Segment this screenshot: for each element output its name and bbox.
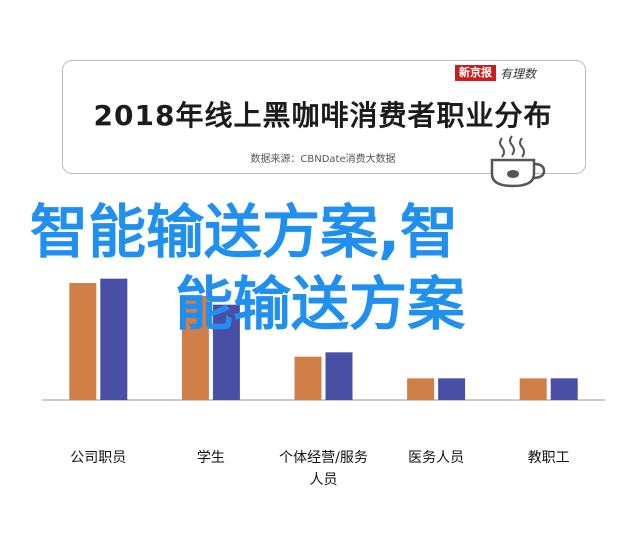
- bar-1-3: [294, 356, 322, 400]
- logo-badge: 新京报: [455, 65, 496, 81]
- coffee-cup-icon: [490, 135, 546, 188]
- bar-1-1: [69, 283, 97, 400]
- chart-title: 2018年线上黑咖啡消费者职业分布: [93, 99, 553, 132]
- category-label: 教职工: [528, 450, 570, 466]
- category-label: 公司职员: [70, 450, 126, 466]
- bar-1-2: [181, 296, 209, 400]
- bar-1-5: [519, 378, 547, 400]
- bar-2-2: [212, 304, 240, 400]
- category-label: 学生: [197, 450, 225, 466]
- header-frame: [62, 60, 586, 174]
- logo-script: 有理数: [500, 66, 537, 81]
- overlay-line-2: 能输送方案: [174, 270, 465, 338]
- category-label: 人员: [310, 472, 338, 488]
- bar-2-3: [325, 352, 353, 400]
- bar-1-4: [407, 378, 435, 400]
- publisher-logo: 新京报 有理数: [455, 64, 536, 82]
- overlay-line-1: 智能输送方案,智: [30, 198, 459, 266]
- chart-source: 数据来源：CBNDate消费大数据: [250, 154, 396, 165]
- category-label: 医务人员: [408, 450, 464, 466]
- bar-2-4: [438, 378, 466, 400]
- category-label: 个体经营/服务: [279, 450, 368, 466]
- bar-2-5: [550, 378, 578, 400]
- overlay-watermark-text: 智能输送方案,智 能输送方案: [30, 196, 610, 340]
- bar-2-1: [100, 278, 128, 400]
